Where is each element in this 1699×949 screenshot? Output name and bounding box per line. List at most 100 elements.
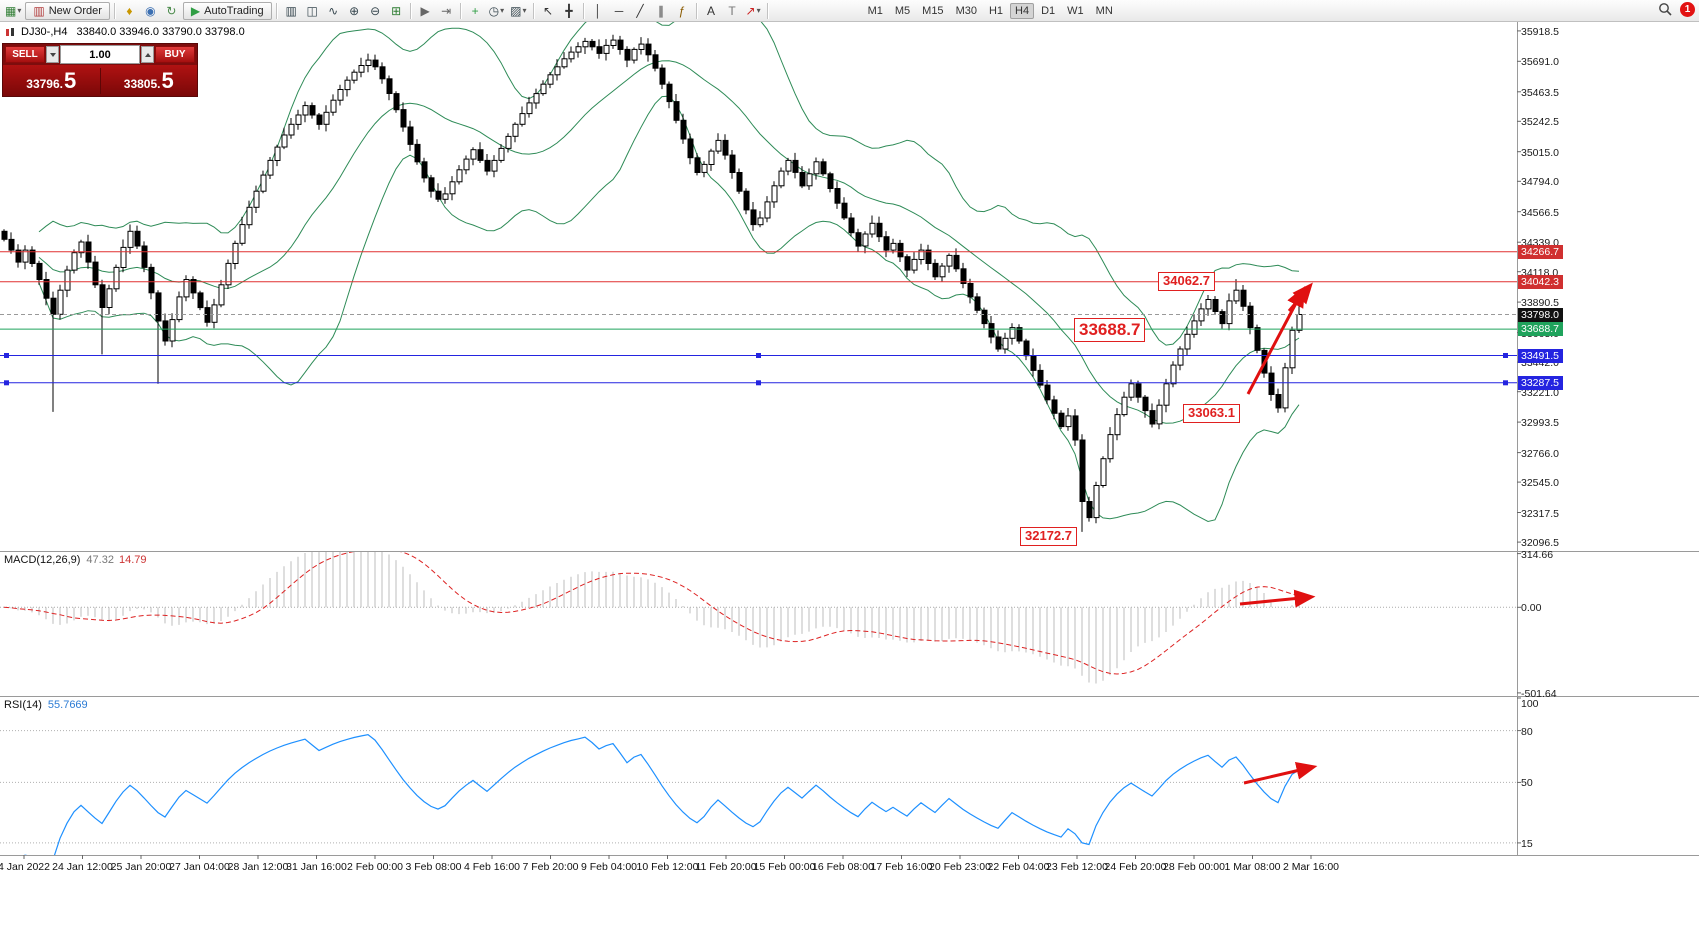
- price-callout[interactable]: 33063.1: [1183, 404, 1240, 423]
- price-marker[interactable]: 34266.7: [1518, 244, 1563, 259]
- price-axis-label: 32545.0: [1521, 477, 1559, 490]
- crosshair-button[interactable]: ╋: [560, 2, 579, 20]
- price-divider: [99, 67, 101, 94]
- line-chart-button[interactable]: ∿: [324, 2, 343, 20]
- volume-increase-button[interactable]: [141, 46, 154, 63]
- timeframe-mn[interactable]: MN: [1091, 3, 1118, 19]
- price-callout[interactable]: 34062.7: [1158, 272, 1215, 291]
- macd-axis-label: 314.66: [1521, 548, 1554, 561]
- sell-price[interactable]: 33796. 5: [3, 67, 100, 93]
- notification-badge[interactable]: 1: [1680, 2, 1695, 17]
- indicators-button[interactable]: +: [466, 2, 485, 20]
- volume-decrease-button[interactable]: [46, 46, 59, 63]
- price-marker[interactable]: 33287.5: [1518, 375, 1563, 390]
- fibonacci-button[interactable]: ƒ: [673, 2, 692, 20]
- toolbar-separator: [275, 2, 278, 19]
- zoom-in-button[interactable]: ⊕: [345, 2, 364, 20]
- price-chart[interactable]: [0, 22, 1699, 878]
- periods-button[interactable]: ◷ ▾: [487, 2, 507, 20]
- time-axis-label: 24 Feb 20:00: [1104, 861, 1167, 873]
- candlestick-chart-icon: ◫: [306, 3, 318, 18]
- bar-chart-icon: ▥: [285, 3, 297, 18]
- horizontal-line-button[interactable]: ─: [610, 2, 629, 20]
- text-button[interactable]: A: [702, 2, 721, 20]
- vertical-line-icon: │: [594, 3, 602, 18]
- timeframe-h4[interactable]: H4: [1010, 2, 1035, 19]
- autotrading-button[interactable]: ▶ AutoTrading: [182, 1, 272, 20]
- buy-button[interactable]: BUY: [155, 46, 195, 63]
- price-marker[interactable]: 33798.0: [1518, 307, 1563, 322]
- chart-shift-icon: ⇥: [441, 3, 452, 18]
- cursor-button[interactable]: ↖: [539, 2, 558, 20]
- chart-shift-button[interactable]: ⇥: [437, 2, 456, 20]
- toolbar-separator: [532, 2, 535, 19]
- time-axis-label: 3 Feb 08:00: [405, 861, 462, 873]
- refresh-icon: ↻: [166, 3, 177, 18]
- equidistant-channel-button[interactable]: ∥: [652, 2, 671, 20]
- sell-price-small: 33796.: [26, 76, 63, 91]
- trade-panel-prices: 33796. 5 33805. 5: [3, 65, 197, 96]
- price-marker[interactable]: 33688.7: [1518, 322, 1563, 337]
- price-axis-label: 35015.0: [1521, 146, 1559, 159]
- timeframe-d1[interactable]: D1: [1036, 3, 1060, 19]
- expert-advisors-button[interactable]: ♦: [120, 2, 139, 20]
- horizontal-line-icon: ─: [614, 3, 624, 18]
- triangle-up-icon: [144, 52, 151, 57]
- fibonacci-icon: ƒ: [678, 3, 686, 18]
- buy-price[interactable]: 33805. 5: [101, 67, 198, 93]
- zoom-out-button[interactable]: ⊖: [366, 2, 385, 20]
- timeframe-w1[interactable]: W1: [1062, 3, 1089, 19]
- zoom-in-icon: ⊕: [349, 3, 360, 18]
- macd-panel: [0, 551, 1517, 684]
- timeframe-h1[interactable]: H1: [984, 3, 1008, 19]
- volume-input[interactable]: [60, 45, 140, 64]
- macd-axis-label: -501.64: [1521, 687, 1557, 700]
- indicators-icon: +: [471, 3, 479, 18]
- scripts-button[interactable]: ◉: [141, 2, 160, 20]
- sell-button[interactable]: SELL: [5, 46, 45, 63]
- new-order-label: New Order: [48, 4, 102, 17]
- tile-windows-button[interactable]: ⊞: [387, 2, 406, 20]
- price-marker[interactable]: 34042.3: [1518, 274, 1563, 289]
- search-button[interactable]: [1658, 2, 1673, 17]
- buy-price-big: 5: [161, 67, 174, 93]
- new-order-button[interactable]: ▥ New Order: [25, 1, 110, 20]
- vertical-line-button[interactable]: │: [589, 2, 608, 20]
- symbol-period: DJ30-,H4: [21, 26, 68, 38]
- periods-icon: ◷: [488, 3, 500, 18]
- price-callout[interactable]: 33688.7: [1074, 318, 1146, 342]
- time-axis-label: 23 Feb 12:00: [1046, 861, 1108, 873]
- macd-axis-label: 0.00: [1521, 602, 1542, 615]
- price-axis-label: 32317.5: [1521, 507, 1559, 520]
- price-axis-label: 35691.0: [1521, 56, 1559, 69]
- sell-price-big: 5: [63, 67, 77, 93]
- toolbar-separator: [459, 2, 462, 19]
- panel-separators: [0, 22, 1699, 856]
- arrow-tools-button[interactable]: ↗ ▾: [744, 2, 763, 20]
- templates-button[interactable]: ▨ ▾: [508, 2, 528, 20]
- time-axis-label: 24 Jan 12:00: [52, 861, 113, 873]
- toolbar-right: 1: [1658, 2, 1695, 17]
- line-chart-icon: ∿: [328, 3, 339, 18]
- timeframe-m5[interactable]: M5: [890, 3, 915, 19]
- price-callout[interactable]: 32172.7: [1020, 527, 1077, 546]
- auto-scroll-button[interactable]: ▶: [416, 2, 435, 20]
- timeframe-m15[interactable]: M15: [917, 3, 948, 19]
- candlestick-chart-button[interactable]: ◫: [303, 2, 322, 20]
- time-axis-label: 10 Feb 12:00: [636, 861, 699, 873]
- new-chart-icon: ▦: [5, 3, 17, 18]
- scripts-icon: ◉: [145, 3, 156, 18]
- rsi-label: RSI(14): [4, 699, 42, 711]
- new-chart-button[interactable]: ▦ ▾: [3, 2, 23, 20]
- timeframe-m30[interactable]: M30: [951, 3, 982, 19]
- bar-chart-button[interactable]: ▥: [282, 2, 301, 20]
- time-axis-label: 28 Feb 00:00: [1163, 861, 1225, 873]
- refresh-button[interactable]: ↻: [162, 2, 181, 20]
- price-marker[interactable]: 33491.5: [1518, 348, 1563, 363]
- text-label-button[interactable]: T: [723, 2, 742, 20]
- timeframe-m1[interactable]: M1: [863, 3, 888, 19]
- trendline-button[interactable]: ╱: [631, 2, 650, 20]
- periods-caret-icon: ▾: [500, 5, 505, 15]
- time-axis-label: 20 Feb 23:00: [929, 861, 991, 873]
- expert-advisors-icon: ♦: [126, 3, 133, 18]
